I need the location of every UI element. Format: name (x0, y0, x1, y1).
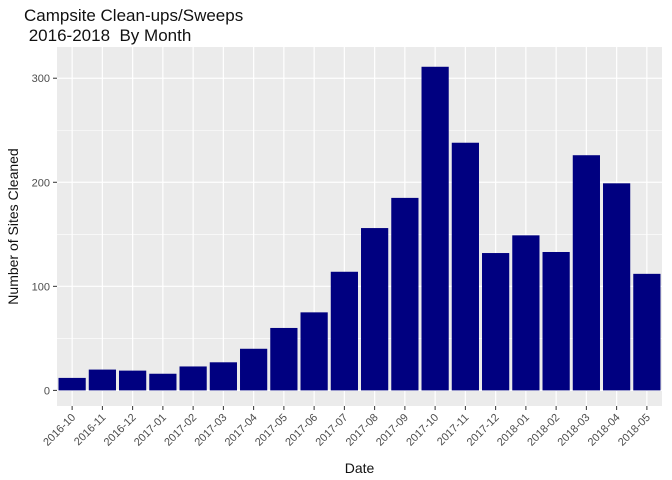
bar-2018-05 (633, 273, 661, 391)
bar-2017-03 (209, 362, 237, 391)
x-tick-label: 2018-04 (586, 412, 623, 449)
x-tick-label: 2017-04 (223, 412, 260, 449)
bar-2018-03 (572, 155, 600, 391)
bar-2017-05 (270, 327, 298, 391)
bar-2017-07 (330, 271, 358, 391)
x-tick-label: 2018-02 (525, 412, 562, 449)
x-axis: 2016-102016-112016-122017-012017-022017-… (41, 406, 653, 449)
chart-title: Campsite Clean-ups/Sweeps 2016-2018 By M… (24, 6, 244, 45)
y-tick-label: 100 (32, 281, 50, 293)
x-tick-label: 2017-03 (192, 412, 229, 449)
bars (58, 66, 661, 391)
y-tick-label: 0 (44, 385, 50, 397)
bar-2017-01 (149, 373, 177, 391)
x-tick-label: 2017-07 (313, 412, 350, 449)
bar-2017-09 (391, 197, 419, 391)
bar-2017-02 (179, 366, 207, 391)
x-tick-label: 2017-02 (162, 412, 199, 449)
x-tick-label: 2017-09 (374, 412, 411, 449)
x-axis-title: Date (345, 460, 375, 476)
x-tick-label: 2018-03 (555, 412, 592, 449)
bar-2017-08 (361, 228, 389, 391)
y-tick-label: 200 (32, 177, 50, 189)
bar-2017-04 (240, 348, 268, 391)
bar-2016-12 (119, 370, 147, 391)
bar-2017-06 (300, 312, 328, 391)
y-axis-title: Number of Sites Cleaned (5, 148, 21, 304)
x-tick-label: 2017-12 (465, 412, 502, 449)
y-tick-label: 300 (32, 73, 50, 85)
x-tick-label: 2017-10 (404, 412, 441, 449)
bar-2016-11 (88, 369, 116, 391)
bar-2018-02 (542, 251, 570, 391)
x-tick-label: 2018-05 (616, 412, 653, 449)
bar-2016-10 (58, 377, 86, 391)
bar-2018-01 (512, 235, 540, 391)
x-tick-label: 2017-05 (253, 412, 290, 449)
y-axis: 0 100 200 300 (32, 73, 57, 397)
x-tick-label: 2018-01 (495, 412, 532, 449)
bar-2018-04 (603, 183, 631, 391)
bar-2017-10 (421, 66, 449, 391)
x-tick-label: 2017-01 (132, 412, 169, 449)
plot-panel (57, 47, 662, 406)
x-tick-label: 2017-06 (283, 412, 320, 449)
bar-2017-12 (482, 253, 510, 391)
x-tick-label: 2016-10 (41, 412, 78, 449)
bar-2017-11 (451, 142, 479, 391)
x-tick-label: 2017-08 (344, 412, 381, 449)
x-tick-label: 2016-12 (102, 412, 139, 449)
